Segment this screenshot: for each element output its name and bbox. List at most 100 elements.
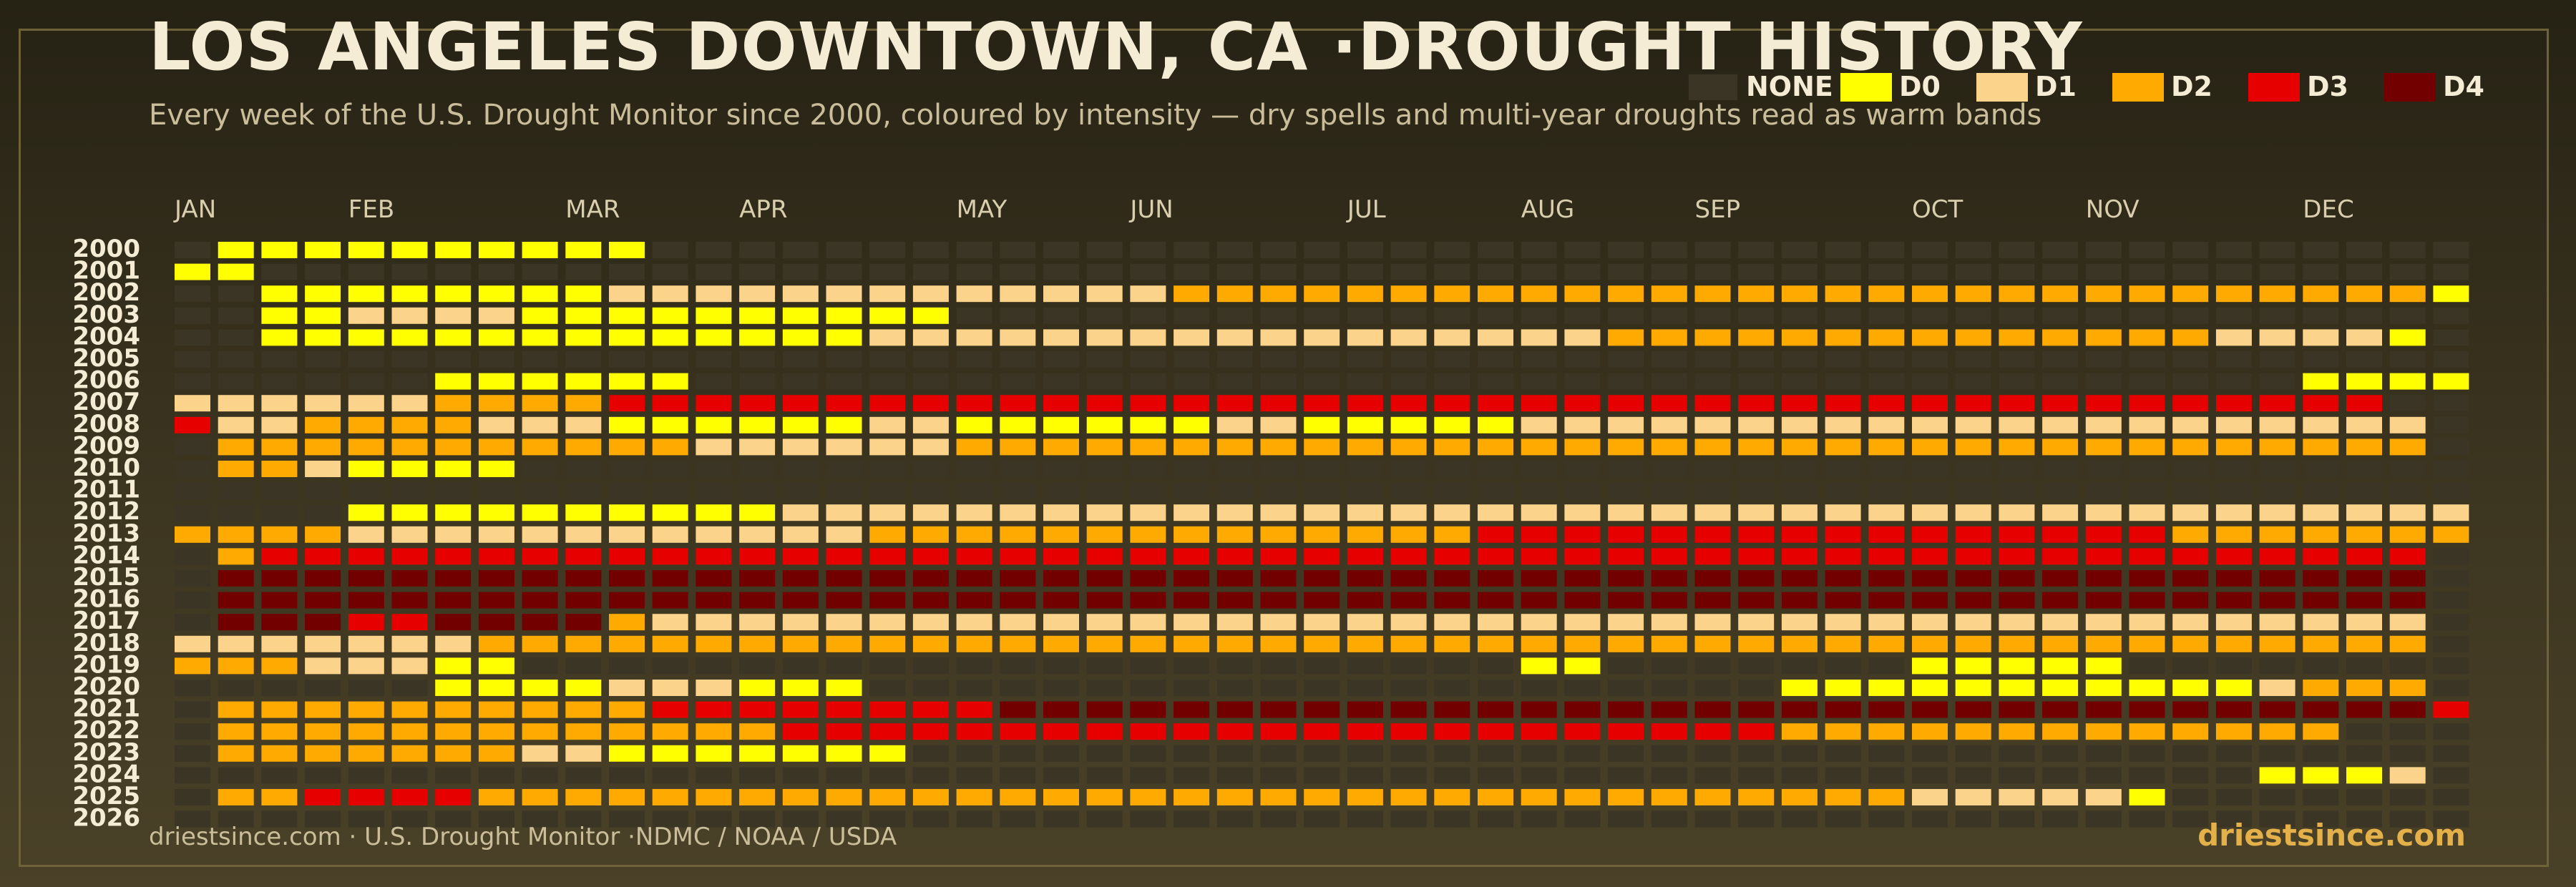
week-cell-2021-34-d4 xyxy=(1608,701,1644,718)
week-cell-2004-6-d0 xyxy=(391,329,428,346)
week-cell-2015-49-d4 xyxy=(2259,570,2296,587)
week-cell-2007-52-none xyxy=(2389,395,2426,412)
week-cell-2018-9-d2 xyxy=(522,635,558,652)
week-cell-2020-8-d0 xyxy=(478,680,514,696)
week-cell-2019-14-none xyxy=(739,657,776,675)
week-cell-2005-47-none xyxy=(2172,351,2209,368)
week-cell-2014-3-d3 xyxy=(261,548,298,565)
week-cell-2001-51-none xyxy=(2346,263,2382,280)
week-cell-2017-29-d1 xyxy=(1390,614,1427,631)
week-cell-2018-40-d2 xyxy=(1868,635,1905,652)
week-cell-2002-2-none xyxy=(218,285,254,303)
week-cell-2019-43-d0 xyxy=(1999,657,2035,675)
week-cell-2015-44-d4 xyxy=(2042,570,2079,587)
week-cell-2005-38-none xyxy=(1781,351,1818,368)
week-cell-2014-25-d3 xyxy=(1216,548,1253,565)
week-cell-2004-45-d2 xyxy=(2085,329,2122,346)
week-cell-2020-29-none xyxy=(1390,680,1427,696)
week-cell-2020-53-none xyxy=(2433,680,2469,696)
week-cell-2024-25-none xyxy=(1216,767,1253,784)
week-cell-2005-50-none xyxy=(2303,351,2339,368)
month-label-dec: DEC xyxy=(2303,195,2353,224)
week-cell-2016-18-d4 xyxy=(912,592,949,609)
week-cell-2019-23-none xyxy=(1130,657,1166,675)
week-cell-2020-30-none xyxy=(1434,680,1470,696)
week-cell-2011-8-none xyxy=(478,482,514,499)
week-cell-2012-49-d1 xyxy=(2259,504,2296,521)
week-cell-2008-20-d0 xyxy=(1000,416,1036,433)
week-cell-2000-10-d0 xyxy=(565,242,602,258)
week-cell-2014-53-none xyxy=(2433,548,2469,565)
week-cell-2004-30-d1 xyxy=(1434,329,1470,346)
week-cell-2001-5-none xyxy=(348,263,384,280)
week-cell-2022-36-d3 xyxy=(1694,723,1731,740)
week-cell-2001-47-none xyxy=(2172,263,2209,280)
week-cell-2025-13-d2 xyxy=(696,789,732,805)
week-cell-2004-41-d2 xyxy=(1912,329,1948,346)
week-cell-2020-43-d0 xyxy=(1999,680,2035,696)
week-cell-2006-1-none xyxy=(175,373,210,390)
week-cell-2016-6-d4 xyxy=(391,592,428,609)
week-cell-2015-13-d4 xyxy=(696,570,732,587)
week-cell-2000-52-none xyxy=(2389,242,2426,258)
week-cell-2026-36-none xyxy=(1694,810,1731,828)
week-cell-2025-25-d2 xyxy=(1216,789,1253,805)
week-cell-2012-50-d1 xyxy=(2303,504,2339,521)
week-cell-2018-42-d2 xyxy=(1955,635,1991,652)
week-cell-2022-3-d2 xyxy=(261,723,298,740)
week-cell-2002-48-d2 xyxy=(2215,285,2252,303)
week-cell-2017-36-d1 xyxy=(1694,614,1731,631)
week-cell-2015-39-d4 xyxy=(1825,570,1861,587)
week-cell-2009-42-d2 xyxy=(1955,438,1991,456)
week-cell-2012-41-d1 xyxy=(1912,504,1948,521)
week-cell-2010-47-none xyxy=(2172,461,2209,477)
week-cell-2015-14-d4 xyxy=(739,570,776,587)
week-cell-2014-14-d3 xyxy=(739,548,776,565)
week-cell-2001-41-none xyxy=(1912,263,1948,280)
week-cell-2003-25-none xyxy=(1216,307,1253,324)
week-cell-2008-4-d2 xyxy=(305,416,341,433)
week-cell-2003-49-none xyxy=(2259,307,2296,324)
year-label-2018: 2018 xyxy=(72,629,140,657)
week-cell-2012-17-d1 xyxy=(869,504,906,521)
week-cell-2000-31-none xyxy=(1478,242,1513,258)
week-cell-2004-8-d0 xyxy=(478,329,514,346)
week-cell-2003-41-none xyxy=(1912,307,1948,324)
week-cell-2003-34-none xyxy=(1608,307,1644,324)
week-cell-2006-26-none xyxy=(1260,373,1297,390)
week-cell-2007-10-d2 xyxy=(565,395,602,412)
week-cell-2017-10-d4 xyxy=(565,614,602,631)
brand-link[interactable]: driestsince.com xyxy=(2197,818,2466,853)
week-cell-2007-46-d3 xyxy=(2129,395,2165,412)
week-cell-2012-7-d0 xyxy=(435,504,472,521)
week-cell-2020-46-d0 xyxy=(2129,680,2165,696)
week-cell-2005-34-none xyxy=(1608,351,1644,368)
week-cell-2015-37-d4 xyxy=(1738,570,1775,587)
week-cell-2012-39-d1 xyxy=(1825,504,1861,521)
week-cell-2000-30-none xyxy=(1434,242,1470,258)
week-cell-2002-37-d2 xyxy=(1738,285,1775,303)
week-cell-2017-39-d1 xyxy=(1825,614,1861,631)
week-cell-2013-8-d1 xyxy=(478,526,514,543)
week-cell-2010-30-none xyxy=(1434,461,1470,477)
week-cell-2005-22-none xyxy=(1086,351,1123,368)
week-cell-2016-47-d4 xyxy=(2172,592,2209,609)
week-cell-2018-28-d2 xyxy=(1347,635,1383,652)
week-cell-2020-41-d0 xyxy=(1912,680,1948,696)
week-cell-2003-40-none xyxy=(1868,307,1905,324)
week-cell-2025-41-d1 xyxy=(1912,789,1948,805)
week-cell-2023-47-none xyxy=(2172,745,2209,762)
week-cell-2006-38-none xyxy=(1781,373,1818,390)
week-cell-2001-14-none xyxy=(739,263,776,280)
week-cell-2023-38-none xyxy=(1781,745,1818,762)
week-cell-2001-2-d0 xyxy=(218,263,254,280)
week-cell-2024-38-none xyxy=(1781,767,1818,784)
week-cell-2024-53-none xyxy=(2433,767,2469,784)
week-cell-2024-18-none xyxy=(912,767,949,784)
week-cell-2024-47-none xyxy=(2172,767,2209,784)
week-cell-2010-19-none xyxy=(956,461,992,477)
week-cell-2003-42-none xyxy=(1955,307,1991,324)
week-cell-2019-21-none xyxy=(1043,657,1079,675)
week-cell-2001-39-none xyxy=(1825,263,1861,280)
week-cell-2022-14-d2 xyxy=(739,723,776,740)
